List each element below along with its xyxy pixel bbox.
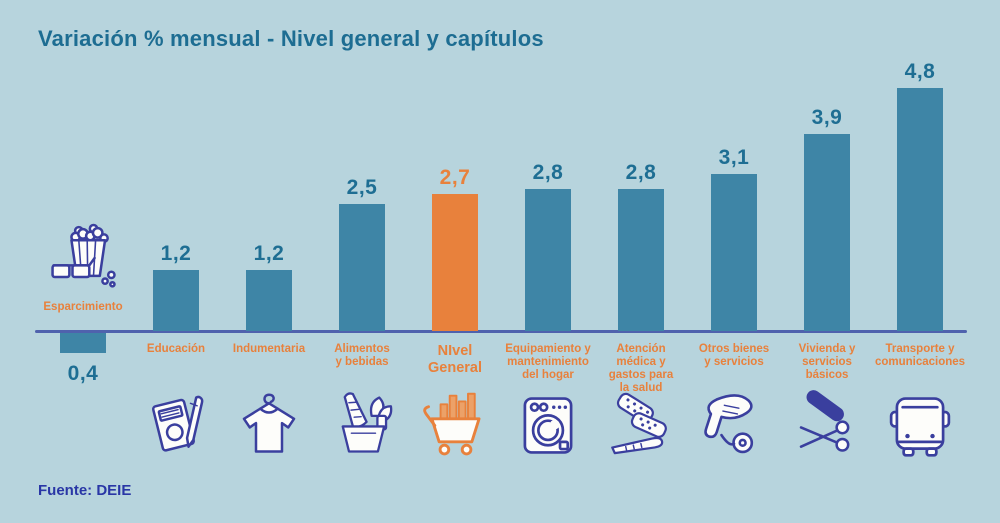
bar-nivel-general xyxy=(432,194,478,331)
value-label-indumentaria: 1,2 xyxy=(253,242,285,265)
category-label-atencion-medica-y-gastos-para-la-salud: Atención médica y gastos para la salud xyxy=(588,343,694,395)
bar-indumentaria xyxy=(246,270,292,331)
category-label-vivienda-y-servicios-basicos: Vivienda y servicios básicos xyxy=(774,343,880,382)
source-note: Fuente: DEIE xyxy=(38,482,132,499)
value-label-esparcimiento: 0,4 xyxy=(67,362,99,385)
bar-educacion xyxy=(153,270,199,331)
bar-equipamiento-y-mantenimiento-del-hogar xyxy=(525,189,571,331)
category-label-line: y servicios xyxy=(704,355,764,368)
value-label-equipamiento-y-mantenimiento-del-hogar: 2,8 xyxy=(532,161,564,184)
column-equipamiento-y-mantenimiento-del-hogar: 2,8 Equipamiento y mantenimiento del hogar xyxy=(502,0,595,523)
value-label-alimentos-y-bebidas: 2,5 xyxy=(346,176,378,199)
washing-machine-icon xyxy=(510,387,587,464)
category-label-equipamiento-y-mantenimiento-del-hogar: Equipamiento y mantenimiento del hogar xyxy=(495,343,601,382)
value-label-transporte-y-comunicaciones: 4,8 xyxy=(904,60,936,83)
category-label-line: médica y xyxy=(616,355,666,368)
value-label-nivel-general: 2,7 xyxy=(439,166,471,189)
category-label-indumentaria: Indumentaria xyxy=(216,343,322,356)
category-label-esparcimiento: Esparcimiento xyxy=(30,301,136,314)
value-label-atencion-medica-y-gastos-para-la-salud: 2,8 xyxy=(625,161,657,184)
column-indumentaria: 1,2 Indumentaria xyxy=(223,0,316,523)
bar-alimentos-y-bebidas xyxy=(339,204,385,331)
bar-otros-bienes-y-servicios xyxy=(711,174,757,331)
column-vivienda-y-servicios-basicos: 3,9 Vivienda y servicios básicos xyxy=(781,0,874,523)
category-label-educacion: Educación xyxy=(123,343,229,356)
column-alimentos-y-bebidas: 2,5 Alimentos y bebidas xyxy=(316,0,409,523)
category-label-transporte-y-comunicaciones: Transporte y comunicaciones xyxy=(867,343,973,369)
bus-icon xyxy=(882,387,959,464)
bar-vivienda-y-servicios-basicos xyxy=(804,134,850,331)
value-label-otros-bienes-y-servicios: 3,1 xyxy=(718,146,750,169)
column-transporte-y-comunicaciones: 4,8 Transporte y comunicaciones xyxy=(874,0,967,523)
column-otros-bienes-y-servicios: 3,1 Otros bienes y servicios xyxy=(688,0,781,523)
category-label-line: Alimentos xyxy=(334,343,390,355)
column-esparcimiento: 0,4 Esparcimiento xyxy=(37,0,130,523)
value-label-educacion: 1,2 xyxy=(160,242,192,265)
category-label-line: General xyxy=(428,359,482,376)
category-label-line: Vivienda y xyxy=(798,343,856,355)
notebook-pencil-icon xyxy=(138,387,215,464)
tshirt-hanger-icon xyxy=(231,387,308,464)
column-educacion: 1,2 Educación xyxy=(130,0,223,523)
category-label-line: Equipamiento y xyxy=(505,343,591,355)
category-label-line: comunicaciones xyxy=(874,355,966,368)
category-label-line: Indumentaria xyxy=(232,343,306,355)
category-label-line: Educación xyxy=(146,343,206,355)
bar-esparcimiento xyxy=(60,333,106,353)
category-label-nivel-general: NIvel General xyxy=(402,343,508,376)
grocery-bag-icon xyxy=(324,387,401,464)
category-label-otros-bienes-y-servicios: Otros bienes y servicios xyxy=(681,343,787,369)
category-label-line: Atención xyxy=(616,343,666,355)
value-label-vivienda-y-servicios-basicos: 3,9 xyxy=(811,106,843,129)
x-axis-line xyxy=(35,330,967,333)
category-label-line: servicios xyxy=(802,355,852,368)
pills-thermometer-icon xyxy=(603,387,680,464)
category-label-line: NIvel xyxy=(437,343,473,359)
scissors-comb-icon xyxy=(789,387,866,464)
column-nivel-general: 2,7 NIvel General xyxy=(409,0,502,523)
bar-transporte-y-comunicaciones xyxy=(897,88,943,331)
category-label-line: Esparcimiento xyxy=(43,301,123,313)
bar-atencion-medica-y-gastos-para-la-salud xyxy=(618,189,664,331)
hair-dryer-icon xyxy=(696,387,773,464)
category-label-alimentos-y-bebidas: Alimentos y bebidas xyxy=(309,343,415,369)
popcorn-3d-glasses-icon xyxy=(40,215,126,299)
shopping-cart-chart-icon xyxy=(417,387,494,464)
category-label-line: la salud xyxy=(619,381,663,394)
category-label-line: Transporte y xyxy=(885,343,955,355)
category-label-line: básicos xyxy=(805,368,849,381)
category-label-line: gastos para xyxy=(608,368,674,381)
category-label-line: del hogar xyxy=(522,368,574,381)
category-label-line: y bebidas xyxy=(335,355,389,368)
chart-title: Variación % mensual - Nivel general y ca… xyxy=(38,26,544,51)
column-atencion-medica-y-gastos-para-la-salud: 2,8 Atención médica y gastos para la salud xyxy=(595,0,688,523)
category-label-line: Otros bienes xyxy=(698,343,770,355)
category-label-line: mantenimiento xyxy=(507,355,589,368)
